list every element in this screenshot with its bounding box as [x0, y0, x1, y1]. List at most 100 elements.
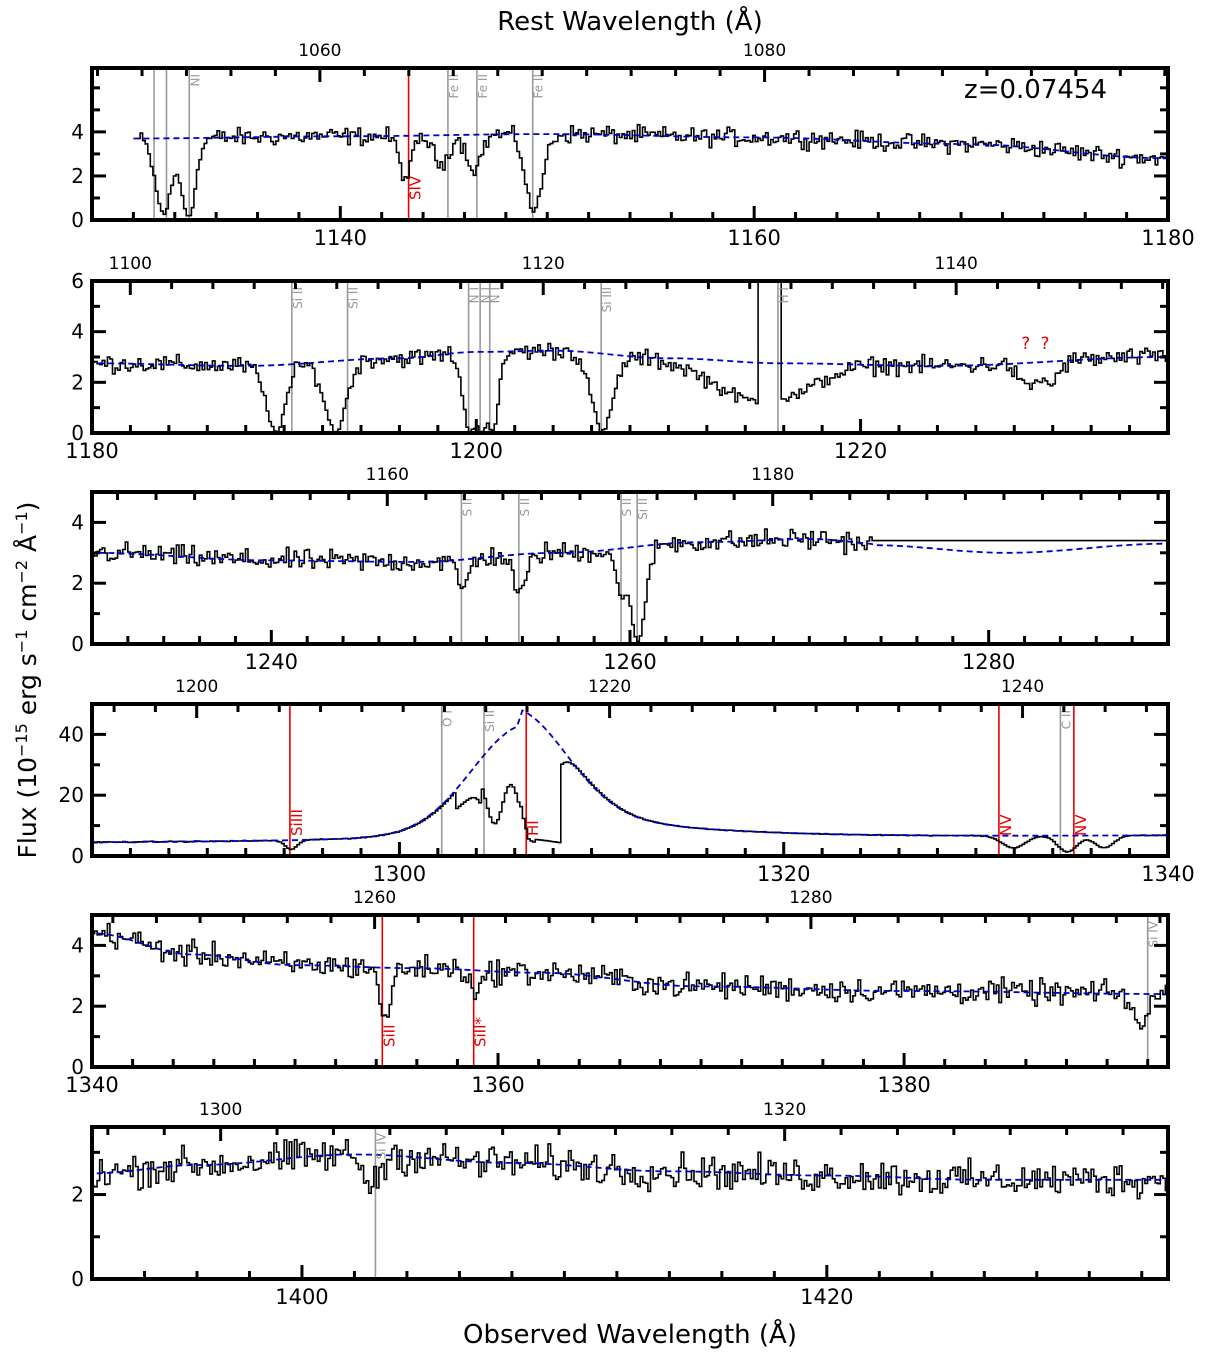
intrinsic-line-label-0: SiIII [288, 809, 306, 836]
y-axis-title-part4: Å [13, 535, 42, 560]
bottom-axis-title: Observed Wavelength (Å) [463, 1318, 797, 1350]
plot-area [92, 704, 1168, 856]
x-tick-label: 1300 [373, 862, 426, 886]
ism-line-label-5: C II [1059, 710, 1073, 729]
x-tick-label: 1340 [65, 1073, 118, 1097]
plot-area [133, 68, 1168, 220]
y-axis-title-exp4: −1 [12, 511, 31, 535]
intrinsic-line-label-6: NV [1072, 814, 1090, 836]
plot-area [92, 281, 1168, 433]
ism-line-label-2: Si II [483, 710, 497, 732]
y-tick-label: 4 [71, 120, 84, 144]
intrinsic-line-label-4: NV [997, 814, 1015, 836]
x-tick-label: 1180 [65, 439, 118, 463]
panel-1: NI SIV Fe II Fe II Fe II 1140 1160 1180 1060 1080… [71, 41, 1194, 250]
question-mark-1: ? [1041, 334, 1050, 354]
continuum-fit [92, 538, 1168, 563]
redshift-label: z=0.07454 [964, 75, 1107, 105]
y-tick-label: 4 [71, 510, 84, 534]
x-tick-label: 1280 [962, 650, 1015, 674]
x-tick-label: 1260 [603, 650, 656, 674]
panel-2: Si II Si II N IN IN I Si III H I? ?1180 1200 12… [65, 254, 1170, 463]
y-tick-label: 2 [71, 571, 84, 595]
x-tick-label: 1380 [877, 1073, 930, 1097]
flux-spectrum [92, 922, 1168, 1030]
x-tick-label: 1360 [471, 1073, 524, 1097]
flux-spectrum [137, 123, 1168, 217]
x-tick-label: 1320 [757, 862, 810, 886]
rest-tick-label: 1180 [751, 465, 794, 485]
intrinsic-line-label-3: SIV [407, 175, 425, 200]
top-axis-title: Rest Wavelength (Å) [497, 5, 762, 37]
continuum-fit [92, 1153, 1168, 1181]
continuum-fit [92, 349, 1168, 367]
y-tick-label: 40 [59, 722, 84, 746]
rest-tick-label: 1120 [522, 254, 565, 274]
rest-tick-label: 1100 [109, 254, 152, 274]
ism-line-label-1: S II [518, 498, 532, 517]
question-mark-0: ? [1021, 334, 1030, 354]
flux-spectrum [92, 281, 1168, 433]
y-axis-title: Flux (10−15 erg s−1 cm−2 Å−1) [12, 502, 43, 859]
y-tick-label: 2 [71, 1183, 84, 1207]
flux-spectrum [92, 528, 1168, 643]
y-tick-label: 4 [71, 933, 84, 957]
y-tick-label: 0 [71, 844, 84, 868]
y-tick-label: 0 [71, 1055, 84, 1079]
rest-tick-label: 1060 [298, 41, 341, 61]
ism-line-label-1: O I [441, 710, 455, 727]
ism-line-label-0: S II [460, 498, 474, 517]
rest-tick-label: 1280 [789, 888, 832, 908]
ism-line-label-3: N I [479, 287, 493, 303]
rest-tick-label: 1260 [353, 888, 396, 908]
continuum-fit [133, 133, 1168, 160]
ism-line-label-3: Si II [636, 498, 650, 520]
y-tick-label: 2 [71, 994, 84, 1018]
continuum-fit [92, 932, 1168, 995]
y-axis-title-exp3: −2 [12, 560, 31, 584]
continuum-fit [92, 709, 1168, 844]
ism-line-label-5: Si III [600, 287, 614, 312]
intrinsic-line-label-0: SiII [380, 1024, 398, 1047]
plot-area [92, 1127, 1168, 1279]
intrinsic-line-label-3: HI [524, 820, 542, 836]
flux-spectrum [92, 1138, 1168, 1200]
rest-tick-label: 1140 [935, 254, 978, 274]
ism-line-label-6: Fe II [532, 74, 546, 99]
rest-tick-label: 1240 [1001, 677, 1044, 697]
y-axis-title-part1: Flux (10 [13, 757, 42, 858]
rest-tick-label: 1220 [588, 677, 631, 697]
x-tick-label: 1400 [275, 1285, 328, 1309]
y-axis-title-exp2: −1 [12, 630, 31, 654]
panel-4: SiIII O I Si II HI NV C II NV 1300 1320 1340 1200 1… [59, 677, 1195, 886]
panel-frame [90, 913, 1170, 1069]
ism-line-label-4: N I [489, 287, 503, 303]
x-tick-label: 1180 [1141, 226, 1194, 250]
plot-area [92, 492, 1168, 644]
y-tick-label: 6 [71, 269, 84, 293]
intrinsic-line-label-1: SiII* [472, 1016, 490, 1047]
y-tick-label: 0 [71, 632, 84, 656]
y-tick-label: 4 [71, 320, 84, 344]
x-tick-label: 1200 [450, 439, 503, 463]
rest-tick-label: 1300 [199, 1100, 242, 1120]
y-tick-label: 2 [71, 164, 84, 188]
y-tick-label: 2 [71, 370, 84, 394]
ism-line-label-5: Fe II [476, 74, 490, 99]
ism-line-label-2: NI [188, 74, 202, 87]
rest-tick-label: 1160 [366, 465, 409, 485]
ism-line-label-4: Fe II [447, 74, 461, 99]
ism-line-label-2: S II [620, 498, 634, 517]
y-axis-title-exp1: −15 [12, 723, 31, 757]
y-tick-label: 0 [71, 1267, 84, 1291]
ism-line-label-1: Si II [347, 287, 361, 309]
x-tick-label: 1220 [834, 439, 887, 463]
y-tick-label: 0 [71, 208, 84, 232]
plot-area [92, 915, 1168, 1067]
y-axis-title-part3: cm [13, 584, 42, 630]
panel-frame [90, 1125, 1170, 1281]
y-axis-title-part2: erg s [13, 653, 42, 723]
panel-6: Si IV 1400 1420 1300 1320 0 2 [71, 1100, 1170, 1309]
